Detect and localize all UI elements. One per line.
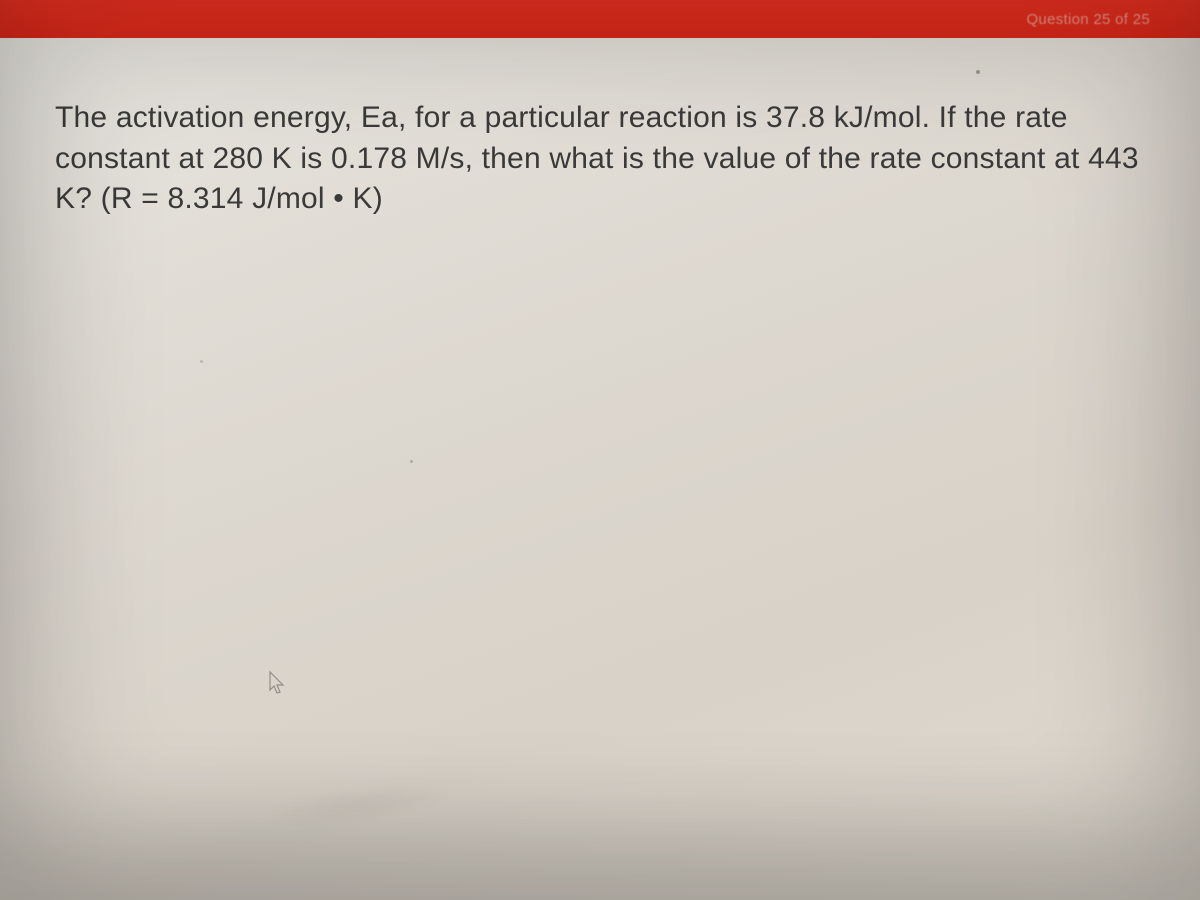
screen-smudge: [258, 771, 462, 838]
quiz-header-bar: Question 25 of 25: [0, 0, 1200, 38]
dust-speck: [976, 70, 980, 74]
dust-speck: [410, 460, 413, 463]
dust-speck: [200, 360, 203, 363]
cursor-icon: [268, 670, 286, 696]
question-text: The activation energy, Ea, for a particu…: [55, 98, 1145, 220]
question-counter: Question 25 of 25: [1026, 11, 1150, 28]
question-content: The activation energy, Ea, for a particu…: [0, 38, 1200, 260]
